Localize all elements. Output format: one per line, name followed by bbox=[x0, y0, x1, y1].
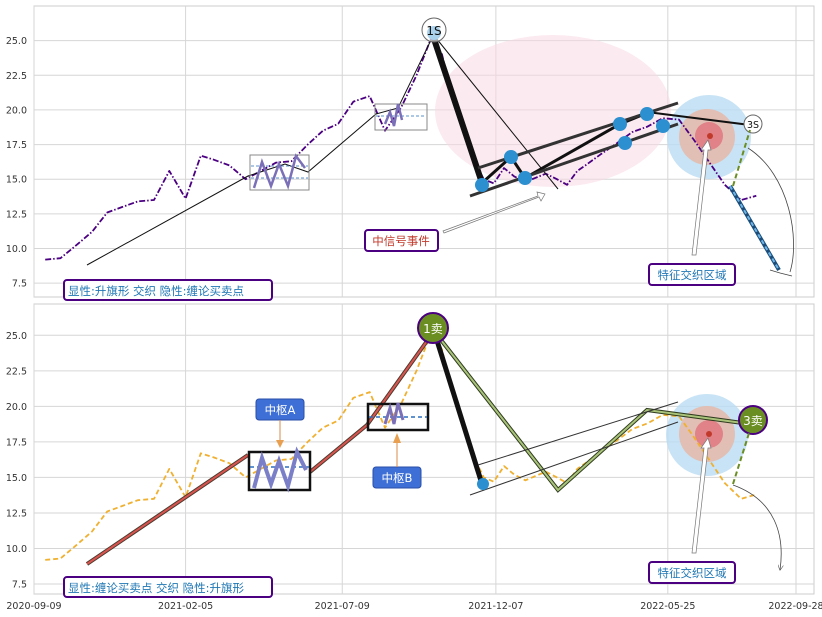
bottom-flag-lower bbox=[469, 421, 679, 496]
bottom-point-marker bbox=[477, 478, 489, 490]
bottom-pivot-b-label: 中枢B bbox=[382, 471, 413, 485]
bottom-pivot-a-zigzag bbox=[252, 446, 308, 493]
top-sell-marker-3: 3S bbox=[747, 120, 759, 131]
top-zone-label-box bbox=[648, 263, 736, 286]
top-blue-target bbox=[729, 185, 780, 271]
xtick-label: 2021-07-09 bbox=[315, 601, 370, 612]
top-event-ellipse bbox=[435, 35, 671, 187]
bottom-sell-marker-3: 3卖 bbox=[743, 414, 763, 428]
top-zigzag-thin bbox=[431, 32, 559, 190]
top-green-dash bbox=[732, 129, 751, 187]
bottom-zone-label-box bbox=[648, 561, 736, 584]
top-pivot-box-a bbox=[249, 154, 310, 191]
top-ytick-label: 7.5 bbox=[12, 279, 27, 290]
xtick-label: 2021-12-07 bbox=[468, 601, 523, 612]
top-legend-text: 显性:升旗形 交织 隐性:缠论买卖点 bbox=[68, 284, 244, 298]
top-pivot-box-b bbox=[374, 103, 428, 131]
top-to-3s bbox=[646, 111, 751, 126]
bottom-ytick-label: 15.0 bbox=[6, 473, 27, 484]
bottom-ytick-label: 20.0 bbox=[6, 402, 27, 413]
bottom-ytick-label: 7.5 bbox=[12, 580, 27, 591]
top-sell-marker-1-ring bbox=[421, 17, 447, 43]
bottom-pivot-a-label: 中枢A bbox=[265, 403, 296, 417]
bottom-pivot-box-a bbox=[247, 450, 312, 492]
top-ytick-label: 15.0 bbox=[6, 175, 27, 186]
top-legend-box bbox=[63, 279, 273, 301]
bottom-curve-arrow bbox=[732, 484, 781, 570]
top-pivot-b-zigzag bbox=[383, 103, 404, 127]
bottom-zone-center bbox=[706, 431, 712, 437]
top-event-label-box bbox=[364, 229, 439, 252]
top-ytick-label: 10.0 bbox=[6, 244, 27, 255]
top-ytick-label: 12.5 bbox=[6, 209, 27, 220]
bottom-ytick-label: 17.5 bbox=[6, 437, 27, 448]
top-zone-arrow bbox=[691, 139, 712, 256]
top-point-marker bbox=[504, 150, 518, 164]
bottom-trend-up bbox=[86, 454, 249, 565]
top-point-marker bbox=[618, 136, 632, 150]
bottom-pivot-b-pointer-head bbox=[393, 433, 401, 443]
top-sell-marker-1: 1S bbox=[426, 24, 441, 38]
bottom-sell-marker-3-ring bbox=[738, 405, 768, 435]
top-zone-label: 特征交织区域 bbox=[658, 268, 727, 282]
top-pivot-a-zigzag bbox=[252, 153, 306, 190]
bottom-ytick-label: 12.5 bbox=[6, 508, 27, 519]
bottom-zone-arrow bbox=[691, 437, 712, 554]
top-sell-leg-1 bbox=[429, 32, 485, 184]
top-ytick-label: 20.0 bbox=[6, 105, 27, 116]
top-point-marker bbox=[475, 178, 489, 192]
bottom-ytick-label: 22.5 bbox=[6, 366, 27, 377]
top-point-marker bbox=[518, 171, 532, 185]
bottom-zigzag bbox=[433, 330, 751, 492]
top-sell-marker-3-ring bbox=[743, 114, 763, 134]
bottom-legend-text: 显性:缠论买卖点 交织 隐性:升旗形 bbox=[68, 581, 245, 595]
bottom-sell-marker-1: 1卖 bbox=[423, 322, 443, 336]
top-ytick-label: 17.5 bbox=[6, 140, 27, 151]
top-curve-arrowhead bbox=[769, 269, 793, 277]
bottom-legend-box bbox=[63, 576, 273, 598]
bottom-ytick-label: 25.0 bbox=[6, 331, 27, 342]
xtick-label: 2021-02-05 bbox=[158, 601, 213, 612]
bottom-zone-label: 特征交织区域 bbox=[658, 566, 727, 580]
top-point-marker bbox=[656, 119, 670, 133]
xtick-label: 2022-05-25 bbox=[640, 601, 695, 612]
bottom-green-dash bbox=[732, 429, 751, 485]
xtick-label: 2022-09-28 bbox=[768, 601, 822, 612]
axis-ticks: 7.5 10.0 12.5 15.0 17.5 20.0 22.5 25.0 7.5 10.0 12… bbox=[6, 36, 822, 612]
bottom-sell-leg-1 bbox=[431, 330, 485, 485]
xtick-label: 2020-09-09 bbox=[6, 601, 61, 612]
top-point-marker bbox=[640, 107, 654, 121]
top-point-marker bbox=[613, 117, 627, 131]
top-curve-arrow bbox=[747, 147, 794, 273]
bottom-ytick-label: 10.0 bbox=[6, 544, 27, 555]
top-ytick-label: 25.0 bbox=[6, 36, 27, 47]
top-flag-lower bbox=[469, 122, 679, 198]
top-event-arrow bbox=[442, 191, 546, 234]
top-ytick-label: 22.5 bbox=[6, 71, 27, 82]
bottom-flag-upper bbox=[477, 401, 679, 466]
bottom-sell-marker-1-ring bbox=[417, 312, 449, 344]
top-event-label: 中信号事件 bbox=[372, 234, 430, 248]
bottom-pivot-a-pointer-head bbox=[276, 440, 284, 448]
top-zone-center bbox=[707, 133, 713, 139]
bottom-pivot-b-zigzag bbox=[383, 402, 405, 425]
